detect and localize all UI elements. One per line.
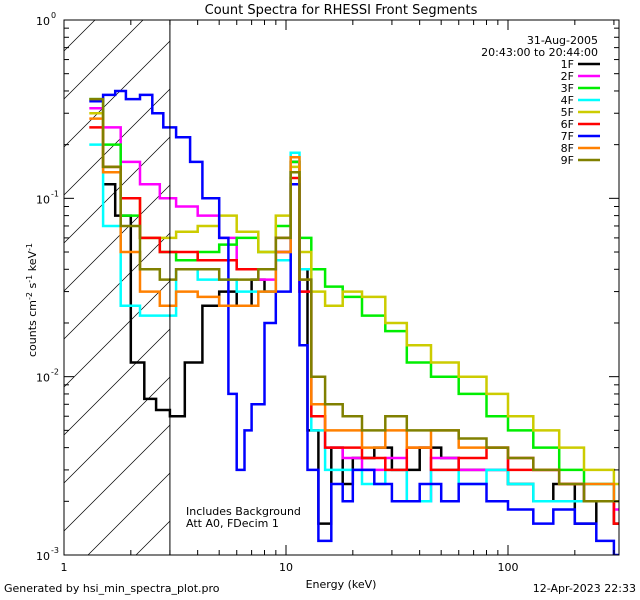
- chart-title: Count Spectra for RHESSI Front Segments: [205, 3, 478, 18]
- y-tick-label: 10: [36, 193, 50, 206]
- x-tick-label: 100: [498, 561, 519, 574]
- series-line-8F: [89, 117, 619, 503]
- hatch-line: [64, 20, 144, 100]
- footer-timestamp: 12-Apr-2023 22:33: [532, 582, 636, 595]
- hatch-line: [232, 0, 640, 555]
- series-layer: [89, 89, 619, 555]
- legend-label-2F: 2F: [561, 70, 574, 83]
- series-line-2F: [89, 106, 619, 511]
- y-tick-exponent: -2: [51, 368, 59, 377]
- series-line-3F: [89, 97, 619, 503]
- x-axis-label: Energy (keV): [306, 578, 377, 591]
- legend-label-5F: 5F: [561, 106, 574, 119]
- hatch-line: [64, 136, 170, 244]
- legend-label-8F: 8F: [561, 142, 574, 155]
- hatch-line: [0, 0, 24, 555]
- hatch-line: [616, 0, 640, 555]
- series-line-7F: [89, 89, 619, 555]
- series-line-6F: [89, 126, 619, 525]
- legend-label-3F: 3F: [561, 82, 574, 95]
- hatch-line: [64, 232, 170, 340]
- hatch-line: [568, 0, 640, 555]
- hatch-line: [64, 424, 170, 532]
- y-tick-exponent: -3: [51, 546, 59, 555]
- x-tick-label: 1: [61, 561, 68, 574]
- series-line-9F: [89, 97, 619, 503]
- y-tick-exponent: -1: [51, 189, 59, 198]
- legend-label-4F: 4F: [561, 94, 574, 107]
- x-tick-label: 10: [279, 561, 293, 574]
- hatch-line: [64, 20, 96, 52]
- annotation-attenuator: Att A0, FDecim 1: [186, 517, 279, 530]
- legend-label-7F: 7F: [561, 130, 574, 143]
- hatch-line: [520, 0, 640, 555]
- hatch-line: [0, 0, 72, 555]
- legend-time-range: 20:43:00 to 20:44:00: [481, 46, 598, 59]
- y-axis-label: counts cm-2​ s-1​ keV-1​: [25, 243, 39, 357]
- hatch-line: [280, 0, 640, 555]
- plot-frame: [63, 19, 620, 556]
- hatched-region: [0, 0, 640, 555]
- series-line-5F: [89, 111, 619, 486]
- y-tick-exponent: 0: [51, 11, 56, 20]
- hatch-line: [424, 0, 640, 555]
- y-tick-label: 10: [36, 550, 50, 563]
- legend-label-1F: 1F: [561, 58, 574, 71]
- legend-label-9F: 9F: [561, 154, 574, 167]
- hatch-line: [64, 184, 170, 292]
- hatch-line: [64, 40, 170, 148]
- legend-date: 31-Aug-2005: [527, 34, 598, 47]
- hatch-line: [64, 376, 170, 484]
- legend-label-6F: 6F: [561, 118, 574, 131]
- annotation-background: Includes Background: [186, 505, 301, 518]
- footer-generator: Generated by hsi_min_spectra_plot.pro: [4, 582, 220, 595]
- y-tick-label: 10: [36, 15, 50, 28]
- y-tick-label: 10: [36, 372, 50, 385]
- hatch-line: [87, 472, 170, 555]
